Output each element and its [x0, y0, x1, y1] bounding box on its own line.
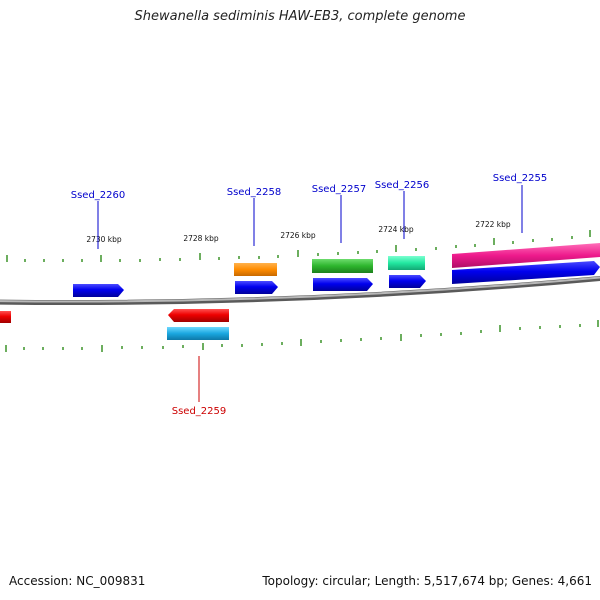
gene-arrow-ssed-2258[interactable] — [235, 281, 278, 294]
map-title: Shewanella sediminis HAW-EB3, complete g… — [134, 9, 466, 24]
gene-arrow-ssed-2259[interactable] — [168, 309, 229, 322]
gene-label[interactable]: Ssed_2256 — [375, 180, 430, 191]
tick-label: 2728 kbp — [183, 234, 219, 243]
gene-label[interactable]: Ssed_2259 — [172, 406, 227, 417]
pink-feature[interactable] — [452, 243, 600, 268]
orange-feature[interactable] — [234, 263, 277, 276]
tick-label: 2724 kbp — [378, 225, 414, 234]
gene-arrow-reverse-edge[interactable] — [0, 311, 11, 323]
gene-arrow-ssed-2257[interactable] — [313, 278, 373, 291]
teal-feature[interactable] — [388, 256, 425, 270]
gene-arrow-ssed-2260[interactable] — [73, 284, 124, 297]
gene-label[interactable]: Ssed_2255 — [493, 173, 548, 184]
genome-backbone-highlight — [0, 276, 600, 303]
topology-summary: Topology: circular; Length: 5,517,674 bp… — [262, 574, 592, 588]
tick-label: 2722 kbp — [475, 220, 511, 229]
gene-label[interactable]: Ssed_2257 — [312, 184, 367, 195]
gene-arrow-ssed-2255[interactable] — [452, 261, 600, 284]
tick-label: 2726 kbp — [280, 231, 316, 240]
gene-arrow-ssed-2256[interactable] — [389, 275, 426, 288]
inner-tick-track — [5, 320, 599, 352]
green-feature[interactable] — [312, 259, 373, 273]
outer-tick-track — [6, 230, 591, 262]
gene-label[interactable]: Ssed_2258 — [227, 187, 282, 198]
gene-label[interactable]: Ssed_2260 — [71, 190, 126, 201]
tick-label: 2730 kbp — [86, 235, 122, 244]
accession-text: Accession: NC_009831 — [9, 574, 146, 588]
cyan-feature[interactable] — [167, 327, 229, 340]
